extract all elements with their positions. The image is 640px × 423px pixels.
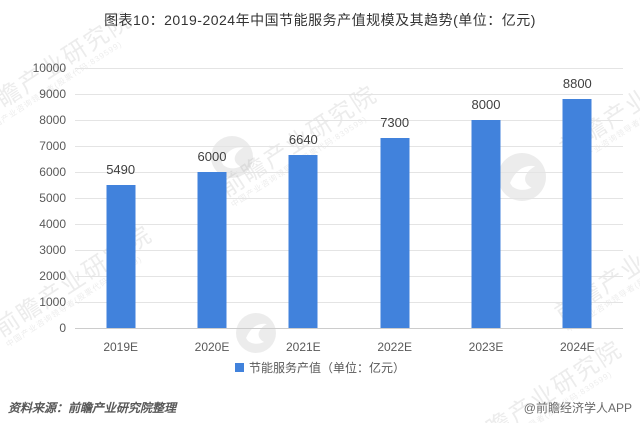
gridline xyxy=(75,172,623,173)
y-tick-label: 10000 xyxy=(32,61,66,75)
gridline xyxy=(75,302,623,303)
bar-2023E xyxy=(471,120,501,328)
gridline xyxy=(75,120,623,121)
gridline xyxy=(75,250,623,251)
gridline xyxy=(75,146,623,147)
x-tick-label: 2024E xyxy=(559,340,595,354)
y-tick-label: 4000 xyxy=(39,217,66,231)
y-tick-label: 6000 xyxy=(39,165,66,179)
y-tick-label: 8000 xyxy=(39,113,66,127)
y-tick-label: 2000 xyxy=(39,269,66,283)
x-tick-label: 2022E xyxy=(377,340,413,354)
bar-2021E xyxy=(288,155,318,328)
legend: 节能服务产值（单位：亿元） xyxy=(0,359,640,376)
bar-value-label: 5490 xyxy=(106,162,136,177)
bar-band: 8000 2023E xyxy=(440,68,531,354)
bar-band: 6640 2021E xyxy=(258,68,349,354)
plot-area: 5490 2019E 6000 2020E 6640 2021E 7300 2022E 8000… xyxy=(75,68,623,354)
y-tick-label: 3000 xyxy=(39,243,66,257)
x-tick-label: 2021E xyxy=(285,340,321,354)
bar-2019E xyxy=(106,185,136,328)
source-note: 资料来源：前瞻产业研究院整理 xyxy=(8,401,177,415)
bar-2020E xyxy=(197,172,227,328)
legend-label: 节能服务产值（单位：亿元） xyxy=(248,361,405,375)
bar-value-label: 7300 xyxy=(380,115,410,130)
bar-value-label: 8000 xyxy=(471,97,501,112)
bar-band: 8800 2024E xyxy=(532,68,623,354)
bar-band: 7300 2022E xyxy=(349,68,440,354)
y-axis: 0 1000 2000 3000 4000 5000 6000 7000 8000 9000 100… xyxy=(0,61,66,335)
gridline xyxy=(75,198,623,199)
gridline xyxy=(75,276,623,277)
bar-2022E xyxy=(380,138,410,328)
bar-2024E xyxy=(562,99,592,328)
bar-value-label: 8800 xyxy=(562,76,592,91)
y-tick-label: 9000 xyxy=(39,87,66,101)
x-tick-label: 2023E xyxy=(468,340,504,354)
gridline xyxy=(75,224,623,225)
x-tick-label: 2019E xyxy=(103,340,139,354)
gridline xyxy=(75,68,623,69)
app-credit: @前瞻经济学人APP xyxy=(523,401,632,415)
y-tick-label: 0 xyxy=(59,321,66,335)
bar-value-label: 6000 xyxy=(197,149,227,164)
gridline xyxy=(75,94,623,95)
y-tick-label: 7000 xyxy=(39,139,66,153)
bar-value-label: 6640 xyxy=(288,132,318,147)
chart-title: 图表10：2019-2024年中国节能服务产值规模及其趋势(单位：亿元) xyxy=(104,12,536,28)
x-tick-label: 2020E xyxy=(194,340,230,354)
y-tick-label: 1000 xyxy=(39,295,66,309)
gridline xyxy=(75,328,623,329)
bar-band: 6000 2020E xyxy=(166,68,257,354)
bar-band: 5490 2019E xyxy=(75,68,166,354)
y-tick-label: 5000 xyxy=(39,191,66,205)
legend-square-icon xyxy=(234,363,244,372)
